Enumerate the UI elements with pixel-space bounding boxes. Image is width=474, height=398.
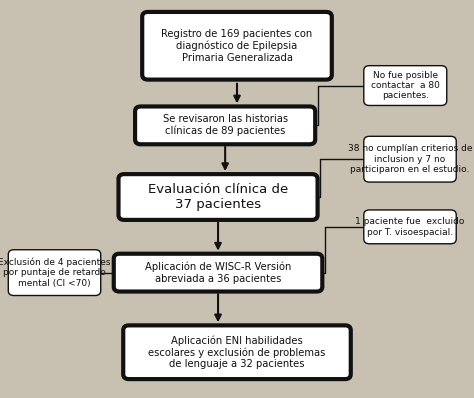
Text: 1 paciente fue  excluido
por T. visoespacial.: 1 paciente fue excluido por T. visoespac… — [356, 217, 465, 236]
FancyBboxPatch shape — [8, 250, 100, 295]
Text: Aplicación ENI habilidades
escolares y exclusión de problemas
de lenguaje a 32 p: Aplicación ENI habilidades escolares y e… — [148, 335, 326, 369]
FancyBboxPatch shape — [114, 254, 322, 291]
Text: Exclusión de 4 pacientes
por puntaje de retardo
mental (CI <70): Exclusión de 4 pacientes por puntaje de … — [0, 258, 111, 288]
Text: Registro de 169 pacientes con
diagnóstico de Epilepsia
Primaria Generalizada: Registro de 169 pacientes con diagnóstic… — [161, 29, 313, 62]
FancyBboxPatch shape — [123, 326, 351, 379]
FancyBboxPatch shape — [118, 174, 318, 220]
Text: Se revisaron las historias
clínicas de 89 pacientes: Se revisaron las historias clínicas de 8… — [163, 114, 288, 137]
FancyBboxPatch shape — [364, 136, 456, 182]
FancyBboxPatch shape — [142, 12, 332, 80]
Text: Evaluación clínica de
37 pacientes: Evaluación clínica de 37 pacientes — [148, 183, 288, 211]
FancyBboxPatch shape — [364, 66, 447, 105]
FancyBboxPatch shape — [135, 106, 315, 144]
Text: 38 no cumplían criterios de
inclusion y 7 no
participaron en el estudio.: 38 no cumplían criterios de inclusion y … — [348, 144, 472, 174]
Text: No fue posible
contactar  a 80
pacientes.: No fue posible contactar a 80 pacientes. — [371, 71, 440, 100]
FancyBboxPatch shape — [364, 210, 456, 244]
Text: Aplicación de WISC-R Versión
abreviada a 36 pacientes: Aplicación de WISC-R Versión abreviada a… — [145, 261, 291, 284]
